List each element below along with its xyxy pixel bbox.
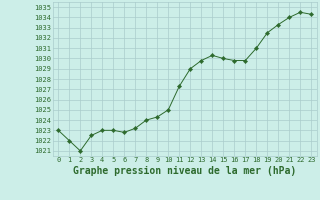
X-axis label: Graphe pression niveau de la mer (hPa): Graphe pression niveau de la mer (hPa) — [73, 166, 296, 176]
